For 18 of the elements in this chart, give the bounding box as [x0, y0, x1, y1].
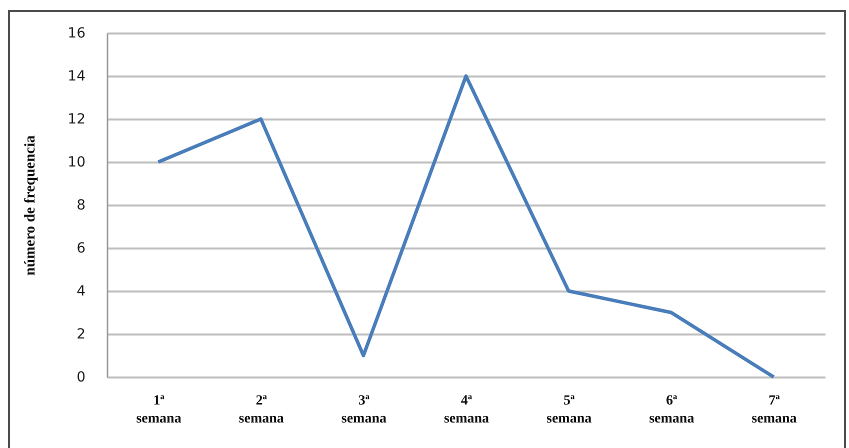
- y-tick-label: 16: [68, 26, 86, 42]
- y-tick-label: 2: [76, 326, 86, 342]
- y-tick-label: 12: [68, 112, 86, 128]
- y-tick-label: 6: [76, 240, 86, 256]
- y-tick-label: 8: [76, 198, 86, 214]
- x-tick-label: 1ª semana: [136, 394, 182, 426]
- x-tick-label: 3ª semana: [341, 394, 386, 426]
- y-tick-label: 4: [76, 284, 86, 300]
- x-tick-label: 7ª semana: [752, 394, 797, 426]
- y-tick-label: 10: [68, 154, 86, 170]
- x-tick-label: 2ª semana: [238, 394, 284, 426]
- y-tick-label: 14: [68, 68, 86, 84]
- y-axis-title: número de frequencia: [22, 134, 39, 276]
- line-series: [156, 74, 776, 379]
- x-tick-label: 5ª semana: [546, 394, 592, 426]
- x-tick-label: 4ª semana: [444, 394, 490, 426]
- x-tick-label: 6ª semana: [649, 394, 694, 426]
- y-tick-label: 0: [76, 370, 86, 386]
